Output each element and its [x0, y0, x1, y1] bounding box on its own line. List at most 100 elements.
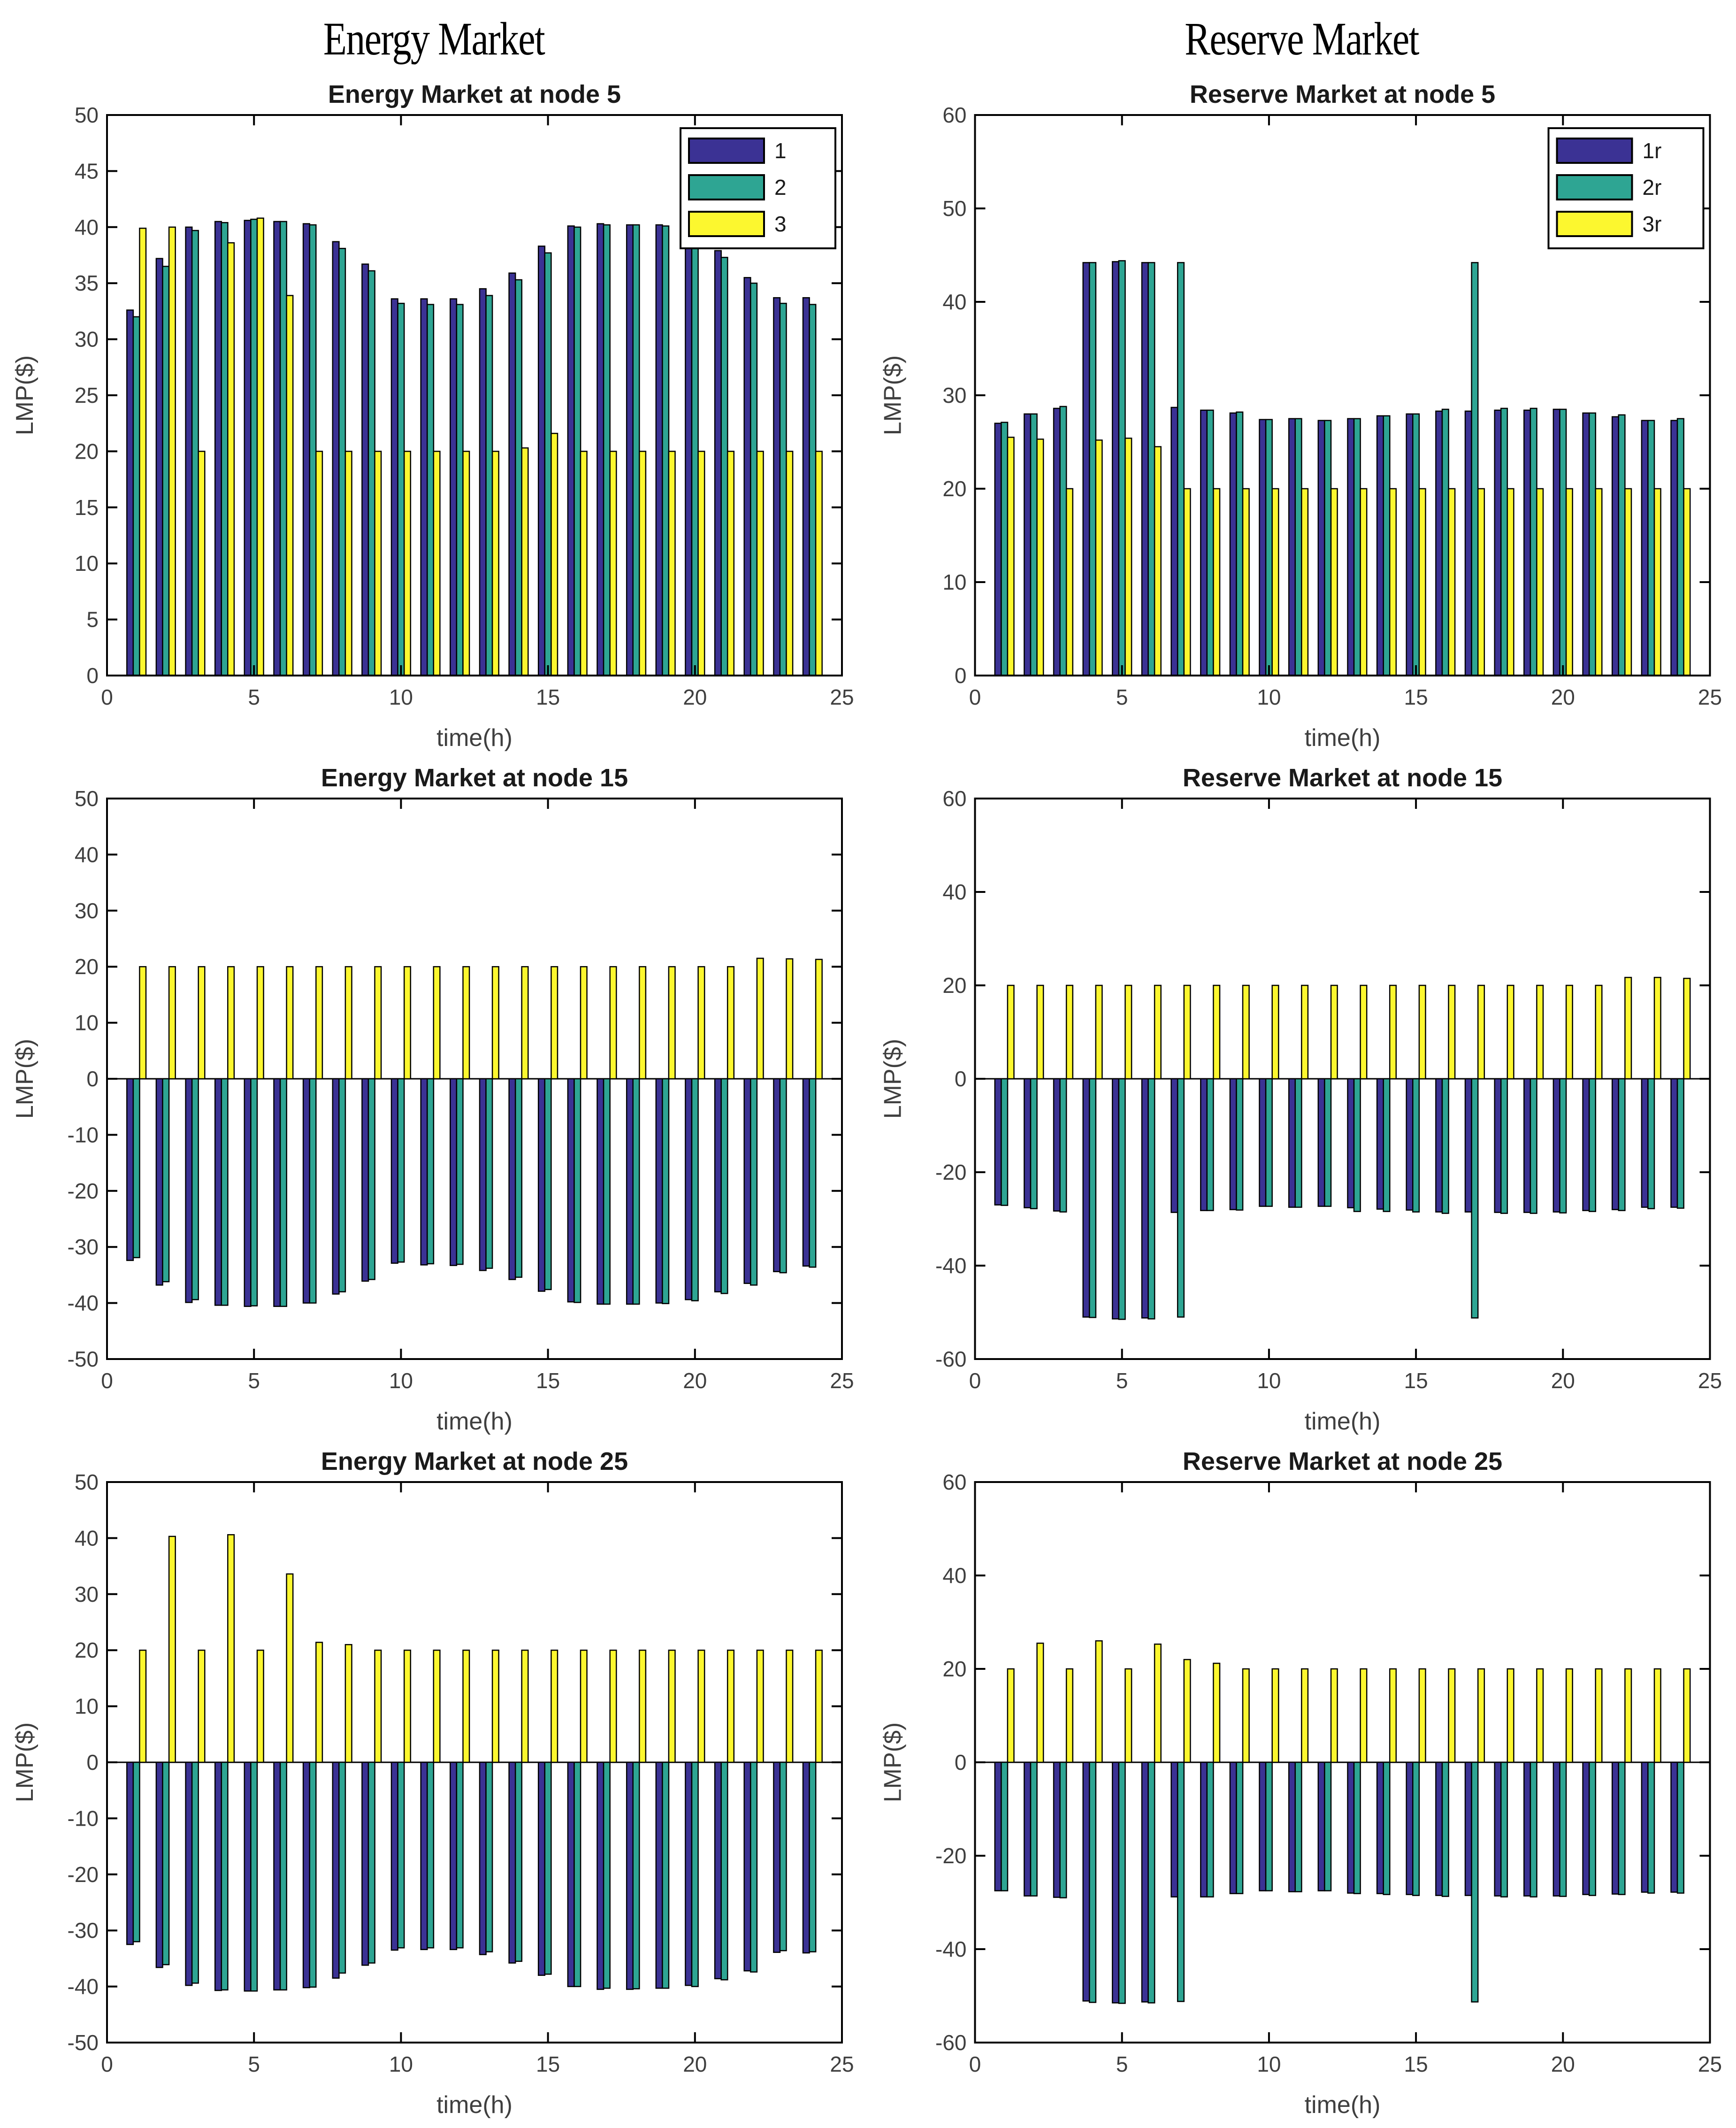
bar-series2-hour6	[1147, 1761, 1155, 2004]
x-axis-label: time(h)	[1305, 1408, 1381, 1435]
bar-series1-hour20	[1552, 1761, 1560, 1897]
bar-series2-hour11	[427, 1761, 435, 1949]
bar-series2-hour17	[1471, 1761, 1479, 2003]
bar-series1-hour11	[420, 1761, 428, 1951]
bar-series3-hour10	[1271, 1668, 1279, 1763]
y-tick-label: 50	[75, 1470, 99, 1494]
bar-series2-hour4	[1089, 1761, 1097, 2003]
bar-series3-hour15	[551, 432, 558, 676]
bar-series3-hour3	[198, 966, 206, 1080]
bar-series1-hour15	[537, 1078, 546, 1292]
bar-series3-hour24	[1683, 488, 1691, 676]
bar-series3-hour13	[1360, 984, 1368, 1080]
bar-series2-hour11	[1294, 1761, 1302, 1892]
bar-series3-hour10	[403, 1649, 412, 1763]
bar-series2-hour8	[1206, 409, 1214, 676]
bar-series3-hour19	[1536, 1668, 1544, 1763]
y-tick-label: -60	[935, 2030, 966, 2055]
bar-series1-hour23	[773, 1761, 781, 1953]
bar-series2-hour13	[485, 1078, 493, 1269]
bar-series3-hour3	[1065, 488, 1074, 676]
bar-series2-hour18	[632, 1078, 640, 1305]
y-tick-label: 35	[75, 271, 99, 295]
bar-series2-hour23	[779, 1761, 787, 1951]
bar-series2-hour12	[1324, 1078, 1332, 1207]
legend-swatch	[1556, 174, 1633, 200]
legend-label: 1	[774, 138, 787, 163]
bar-series2-hour23	[779, 1078, 787, 1274]
bar-series3-hour24	[815, 1649, 823, 1763]
bar-series2-hour18	[632, 1761, 640, 1990]
bar-series1-hour9	[361, 1761, 369, 1966]
bar-series1-hour17	[1464, 1761, 1472, 1896]
bar-series1-hour15	[537, 246, 546, 676]
bar-series2-hour11	[427, 304, 435, 676]
bar-series3-hour6	[286, 1573, 294, 1763]
bar-series2-hour12	[456, 1761, 464, 1949]
y-tick-label: 20	[942, 476, 966, 501]
bar-series1-hour13	[1347, 1761, 1355, 1894]
bar-series1-hour22	[743, 277, 751, 676]
bar-series1-hour2	[1024, 1078, 1032, 1208]
bar-series3-hour10	[1271, 984, 1279, 1080]
bar-series3-hour17	[609, 1649, 617, 1763]
bar-series1-hour7	[302, 223, 310, 676]
bar-series2-hour22	[750, 282, 758, 676]
y-tick-label: -50	[68, 2030, 99, 2055]
bar-series2-hour3	[191, 1078, 199, 1300]
bar-series2-hour13	[485, 1761, 493, 1952]
y-tick-label: 40	[75, 842, 99, 867]
y-tick-label: -40	[935, 1253, 966, 1278]
bar-series3-hour19	[668, 966, 676, 1080]
bar-series1-hour15	[537, 1761, 546, 1976]
bar-series3-hour5	[1124, 438, 1132, 676]
bar-series1-hour7	[302, 1078, 310, 1304]
column-header-energy: Energy Market	[323, 13, 545, 65]
bar-series2-hour14	[1383, 1761, 1391, 1895]
bar-series1-hour14	[1376, 415, 1384, 676]
bar-series1-hour18	[1494, 1761, 1502, 1897]
bar-series2-hour4	[1089, 1078, 1097, 1318]
bar-series3-hour9	[1242, 488, 1250, 676]
y-tick-label: -10	[68, 1122, 99, 1147]
bar-series3-hour15	[1418, 1668, 1426, 1763]
bar-series1-hour5	[1112, 261, 1120, 676]
legend-label: 2r	[1643, 175, 1662, 200]
bar-series1-hour18	[626, 1078, 634, 1305]
y-tick-label: 0	[955, 1067, 967, 1091]
chart-reserve-node-15: 0 5 10 15 20 25 -60 -40 -20 0 20 40 60 Reserve Market…	[868, 761, 1736, 1444]
y-tick-label: 40	[942, 1563, 966, 1588]
bar-series1-hour13	[479, 1761, 487, 1955]
bar-series1-hour10	[1259, 419, 1267, 676]
bar-series3-hour18	[1507, 1668, 1514, 1763]
bar-series2-hour21	[1588, 1761, 1597, 1896]
bar-series1-hour21	[714, 1078, 722, 1292]
bar-series1-hour3	[185, 1761, 193, 1986]
bar-series1-hour19	[1523, 409, 1531, 676]
bar-series1-hour16	[567, 1761, 575, 1987]
bar-series3-hour5	[1124, 984, 1132, 1080]
chart-title: Reserve Market at node 5	[1190, 80, 1495, 108]
x-tick-label: 10	[389, 2052, 413, 2076]
bar-series1-hour15	[1406, 1761, 1414, 1895]
bar-series3-hour23	[1653, 976, 1661, 1080]
bar-series2-hour9	[367, 1078, 375, 1280]
bar-series1-hour19	[655, 224, 663, 676]
bar-series1-hour16	[567, 1078, 575, 1303]
bar-series1-hour9	[1229, 412, 1237, 676]
bar-series3-hour8	[1213, 1662, 1221, 1763]
x-tick-label: 15	[536, 685, 560, 709]
bar-series2-hour16	[574, 1078, 581, 1303]
bar-series1-hour2	[1024, 413, 1032, 676]
bar-series2-hour3	[191, 230, 199, 676]
y-axis-label: LMP($)	[11, 355, 38, 435]
chart-title: Energy Market at node 15	[321, 764, 628, 792]
y-tick-label: 20	[942, 1657, 966, 1681]
bar-series1-hour6	[273, 1761, 281, 1991]
bar-series1-hour18	[626, 1761, 634, 1990]
bar-series1-hour1	[126, 309, 134, 676]
bar-series3-hour14	[1389, 488, 1397, 676]
bar-series1-hour23	[1641, 1761, 1649, 1893]
y-tick-label: 40	[942, 880, 966, 904]
bar-series2-hour6	[1147, 262, 1155, 676]
